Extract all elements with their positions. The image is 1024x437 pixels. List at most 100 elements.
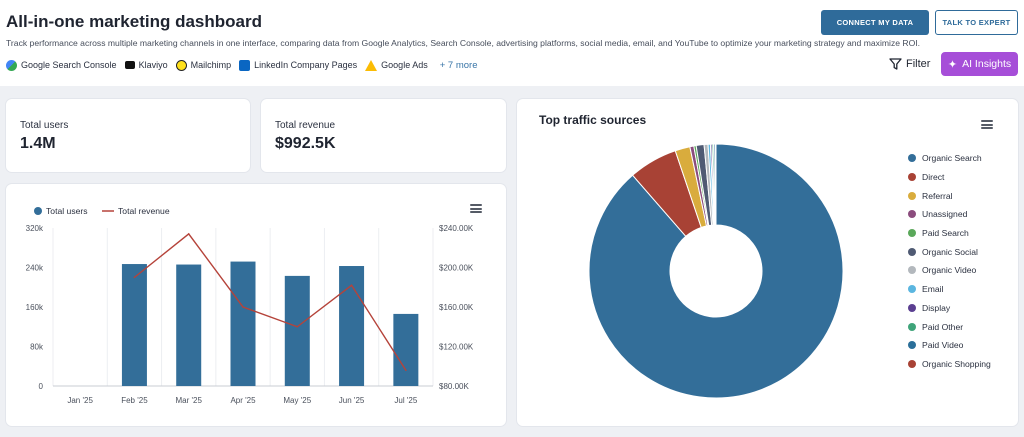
x-tick-label: Jul '25 (394, 396, 417, 405)
x-tick-label: Feb '25 (121, 396, 148, 405)
bar-total-users[interactable] (230, 261, 256, 386)
connect-data-button[interactable]: CONNECT MY DATA (821, 10, 929, 35)
legend-label: Email (922, 284, 944, 295)
legend-item-organic-shopping[interactable]: Organic Shopping (908, 355, 991, 374)
legend-marker (908, 359, 916, 368)
x-tick-label: May '25 (283, 396, 311, 405)
legend-marker (908, 247, 916, 256)
more-sources-link[interactable]: + 7 more (439, 59, 478, 71)
traffic-sources-card: Top traffic sources Organic Search Direct… (517, 99, 1018, 426)
legend-marker (908, 322, 916, 331)
chart-menu-icon[interactable] (470, 204, 482, 213)
legend-label-total-revenue[interactable]: Total revenue (118, 206, 170, 216)
ai-insights-label: AI Insights (962, 58, 1012, 70)
point-total-revenue[interactable] (187, 233, 190, 235)
legend-label: Direct (922, 172, 945, 183)
linkedin-icon (239, 59, 251, 71)
page-subtitle: Track performance across multiple market… (6, 38, 921, 48)
source-google-search-console[interactable]: Google Search Console (6, 59, 117, 71)
legend-item-paid-search[interactable]: Paid Search (908, 224, 991, 243)
y-right-tick-label: $240.00K (439, 224, 474, 233)
slice-organic-shopping[interactable] (714, 143, 717, 226)
bar-total-users[interactable] (393, 313, 419, 386)
legend-item-display[interactable]: Display (908, 299, 991, 318)
legend-marker (908, 266, 916, 275)
ai-insights-button[interactable]: ✦ AI Insights (941, 52, 1018, 76)
slice-organic-search[interactable] (588, 143, 844, 399)
y-left-tick-label: 80k (30, 343, 44, 352)
bar-total-users[interactable] (121, 264, 147, 386)
filter-label: Filter (906, 58, 931, 70)
legend-item-paid-other[interactable]: Paid Other (908, 317, 991, 336)
legend-marker (908, 154, 916, 163)
point-total-revenue[interactable] (133, 276, 136, 279)
legend-label-total-users[interactable]: Total users (46, 206, 88, 216)
filter-button[interactable]: Filter (889, 54, 930, 74)
legend-label: Paid Other (922, 321, 964, 332)
data-source-list: Google Search Console Klaviyo Mailchimp … (6, 58, 477, 72)
source-google-ads[interactable]: Google Ads (365, 59, 428, 71)
legend-item-paid-video[interactable]: Paid Video (908, 336, 991, 355)
source-klaviyo[interactable]: Klaviyo (124, 60, 168, 70)
mailchimp-icon (175, 59, 187, 71)
users-revenue-chart-card: 0 80k 160k 240k 320k $80.00K $120.00K $160.00K $… (6, 184, 506, 426)
legend-marker (908, 285, 916, 294)
legend-item-organic-social[interactable]: Organic Social (908, 242, 991, 261)
kpi-card-total-revenue: Total revenue $992.5K (261, 99, 506, 172)
point-total-revenue[interactable] (350, 284, 353, 287)
bar-total-users[interactable] (284, 275, 310, 386)
talk-to-expert-button[interactable]: TALK TO EXPERT (935, 10, 1018, 35)
legend-label: Display (922, 302, 951, 313)
legend-label: Organic Social (922, 246, 978, 257)
legend-item-organic-search[interactable]: Organic Search (908, 149, 991, 168)
kpi-label: Total revenue (275, 120, 336, 131)
chart-menu-icon[interactable] (981, 120, 993, 129)
legend-marker (908, 229, 916, 238)
legend-item-organic-video[interactable]: Organic Video (908, 261, 991, 280)
point-total-revenue[interactable] (296, 325, 299, 328)
kpi-value: 1.4M (20, 135, 56, 152)
chart-legend: Total users Total revenue (34, 206, 170, 216)
legend-label: Organic Video (922, 265, 977, 276)
klaviyo-icon (124, 61, 135, 69)
traffic-sources-donut (588, 143, 844, 399)
google-ads-icon (365, 59, 378, 71)
legend-item-referral[interactable]: Referral (908, 186, 991, 205)
legend-marker-total-users (34, 207, 42, 215)
legend-marker (908, 173, 916, 182)
line-total-revenue[interactable] (133, 232, 407, 371)
x-tick-label: Jun '25 (339, 396, 365, 405)
x-tick-label: Apr '25 (230, 396, 256, 405)
sparkle-icon: ✦ (947, 58, 958, 71)
legend-marker (908, 341, 916, 350)
dashboard-header: All-in-one marketing dashboard Track per… (0, 0, 1024, 86)
donut-legend: Organic Search Direct Referral Unassigned Pa… (908, 149, 991, 373)
point-total-revenue[interactable] (242, 306, 244, 308)
legend-label: Referral (922, 190, 953, 201)
legend-item-unassigned[interactable]: Unassigned (908, 205, 991, 224)
bar-total-users[interactable] (339, 266, 365, 386)
legend-item-email[interactable]: Email (908, 280, 991, 299)
legend-item-direct[interactable]: Direct (908, 168, 991, 187)
filter-icon (889, 58, 902, 70)
legend-label: Unassigned (922, 209, 968, 220)
y-right-tick-label: $200.00K (439, 264, 474, 273)
source-linkedin[interactable]: LinkedIn Company Pages (239, 59, 357, 71)
bar-total-users[interactable] (176, 264, 202, 386)
page-title: All-in-one marketing dashboard (6, 12, 262, 31)
y-left-tick-label: 240k (26, 264, 44, 273)
y-left-tick-label: 320k (26, 224, 44, 233)
legend-label: Organic Shopping (922, 358, 991, 369)
y-right-tick-label: $120.00K (439, 343, 474, 352)
legend-label: Organic Search (922, 153, 982, 164)
legend-label: Paid Search (922, 228, 969, 239)
legend-marker (908, 210, 916, 219)
y-left-tick-label: 0 (39, 382, 44, 391)
legend-label: Paid Video (922, 340, 964, 351)
y-left-tick-label: 160k (26, 303, 44, 312)
legend-marker (908, 303, 916, 312)
point-total-revenue[interactable] (405, 369, 407, 371)
kpi-card-total-users: Total users 1.4M (6, 99, 250, 172)
kpi-label: Total users (20, 120, 69, 131)
source-mailchimp[interactable]: Mailchimp (175, 59, 231, 71)
